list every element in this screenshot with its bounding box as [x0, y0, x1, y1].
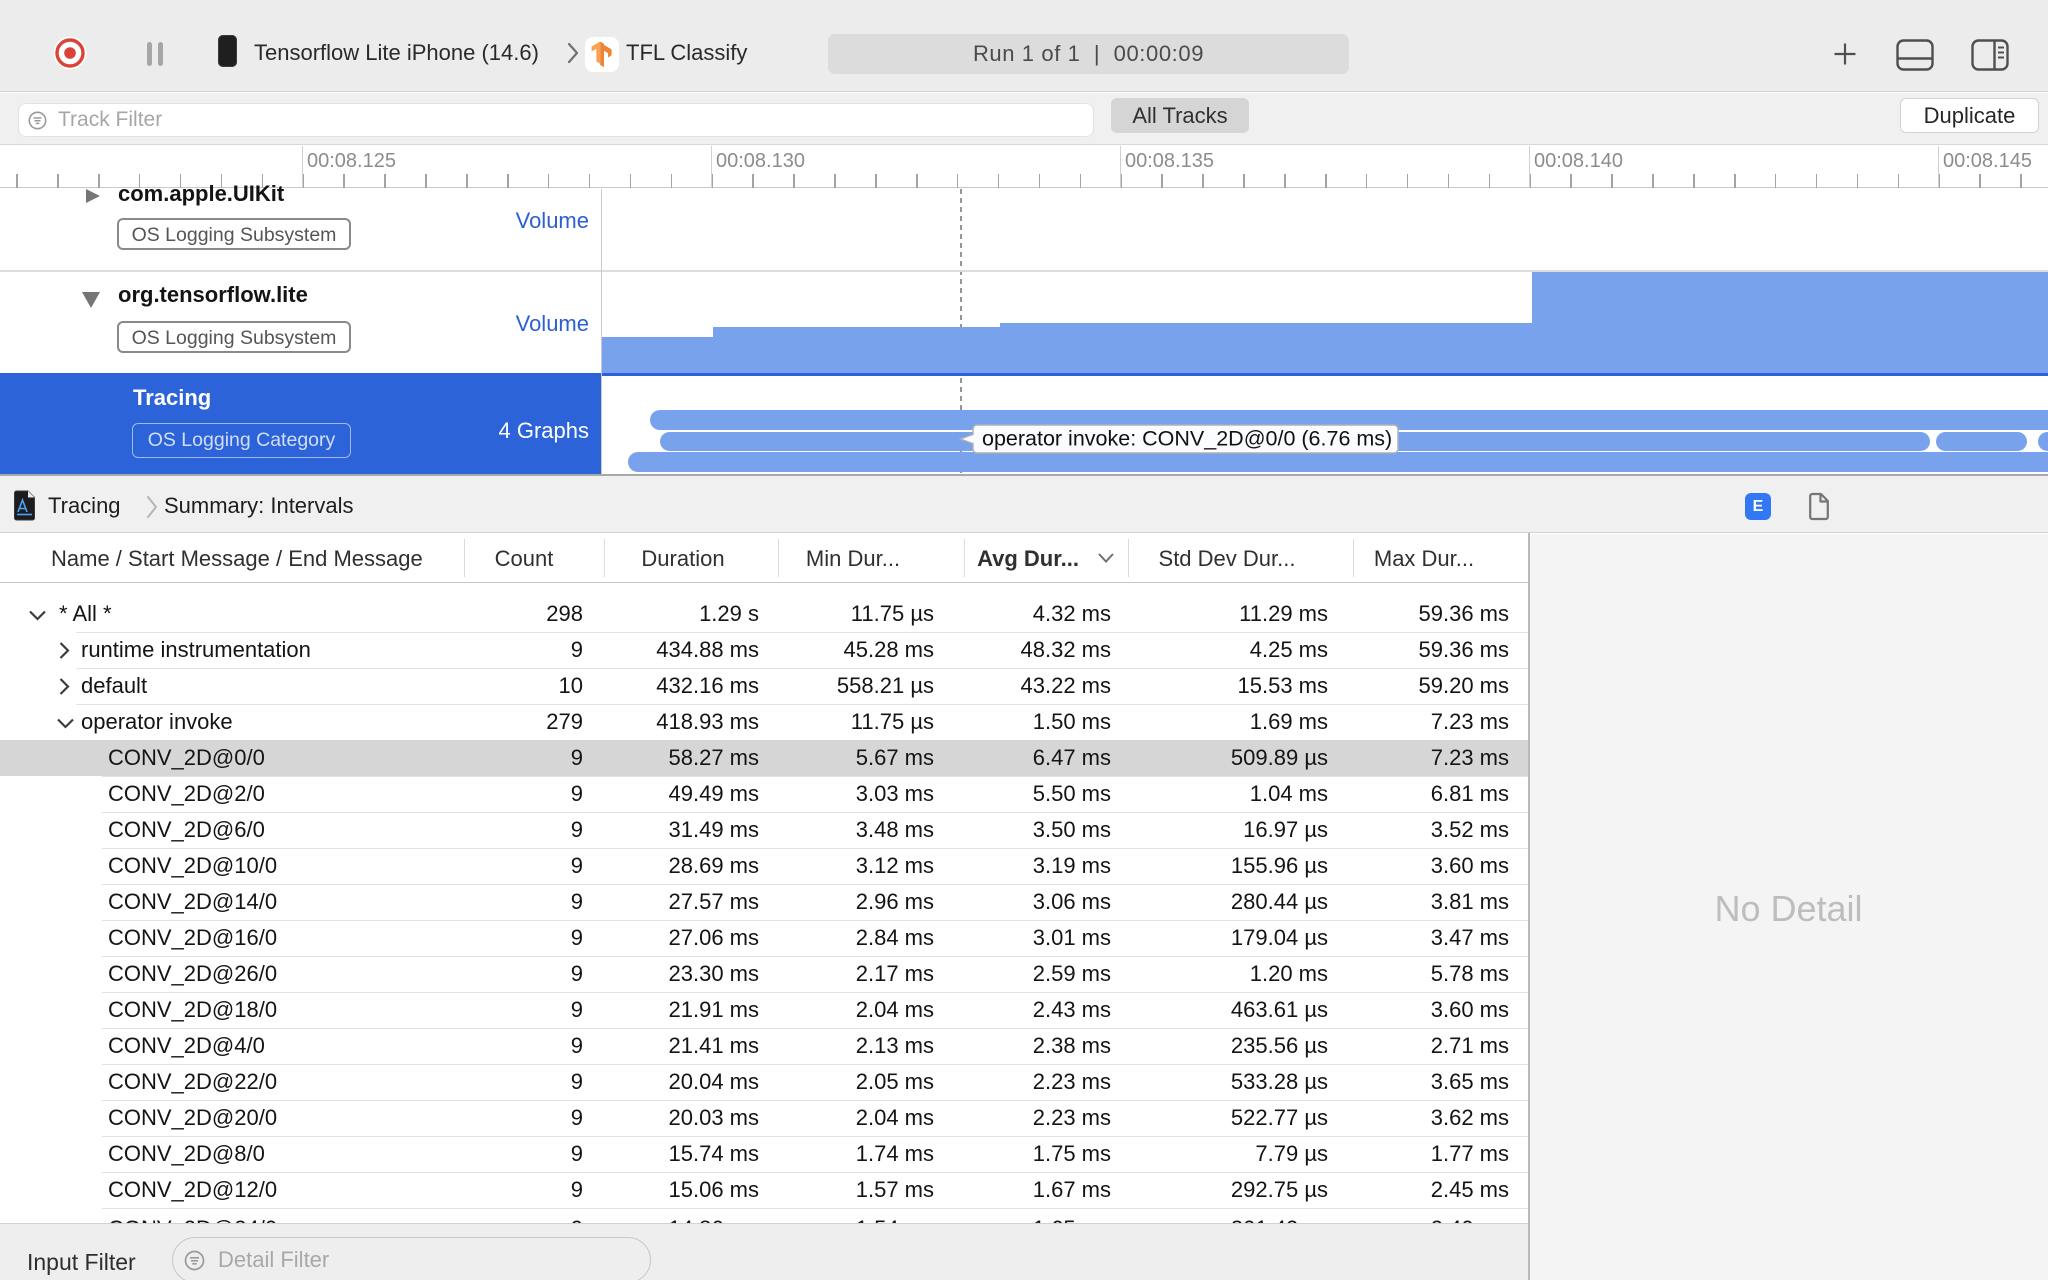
svg-text:operator invoke: CONV_2D@0/0 (: operator invoke: CONV_2D@0/0 (6.76 ms)	[982, 427, 1392, 451]
